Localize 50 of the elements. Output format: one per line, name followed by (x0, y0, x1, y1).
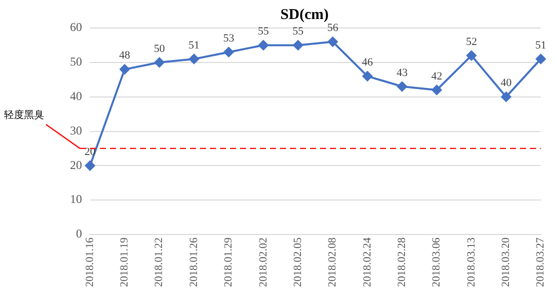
x-tick-label: 2018.03.27 (534, 237, 547, 287)
x-tick-label: 2018.02.02 (257, 238, 270, 287)
point (362, 71, 372, 82)
x-tick-label: 2018.01.16 (84, 237, 96, 287)
x-tick-label: 2018.03.06 (430, 237, 443, 287)
point (466, 50, 476, 61)
y-tick-label: 0 (76, 226, 82, 241)
data-label: 42 (431, 70, 442, 82)
point (85, 160, 95, 171)
point (120, 64, 130, 74)
data-label: 51 (535, 39, 546, 52)
ref-line-label: 轻度黑臭 (4, 109, 44, 122)
data-label: 52 (466, 36, 477, 48)
point (536, 54, 546, 64)
x-tick-label: 2018.01.29 (222, 237, 235, 287)
data-label: 55 (258, 26, 270, 38)
point (189, 54, 200, 64)
x-tick-label: 2018.03.13 (465, 237, 478, 287)
point (258, 40, 268, 50)
y-tick-label: 10 (70, 192, 82, 206)
point (397, 82, 408, 92)
y-tick-label: 50 (70, 54, 82, 69)
data-label: 40 (500, 77, 512, 90)
data-label: 53 (223, 32, 235, 44)
x-tick-label: 2018.03.20 (500, 237, 512, 287)
y-tick-label: 30 (70, 123, 82, 138)
data-label: 56 (327, 22, 339, 34)
x-tick-label: 2018.01.26 (188, 237, 200, 287)
x-tick-label: 2018.02.28 (396, 237, 408, 287)
y-tick-label: 40 (70, 88, 82, 103)
point (293, 40, 304, 50)
x-tick-label: 2018.01.22 (153, 238, 166, 287)
data-label: 55 (292, 26, 304, 38)
data-label: 43 (396, 66, 408, 79)
x-tick-label: 2018.02.05 (292, 237, 304, 287)
point (328, 36, 338, 47)
y-tick-label: 60 (70, 20, 82, 34)
data-label: 51 (188, 39, 200, 52)
y-tick-label: 20 (70, 158, 82, 172)
x-tick-label: 2018.02.24 (361, 237, 374, 287)
data-label: 46 (362, 56, 374, 69)
point (432, 84, 442, 95)
point (224, 47, 234, 58)
point (501, 92, 512, 102)
x-tick-label: 2018.01.19 (118, 237, 131, 287)
x-tick-label: 2018.02.08 (326, 237, 339, 287)
data-label: 48 (119, 50, 131, 62)
data-label: 50 (154, 42, 166, 55)
point (154, 57, 164, 68)
chart-title: SD(cm) (280, 6, 329, 23)
